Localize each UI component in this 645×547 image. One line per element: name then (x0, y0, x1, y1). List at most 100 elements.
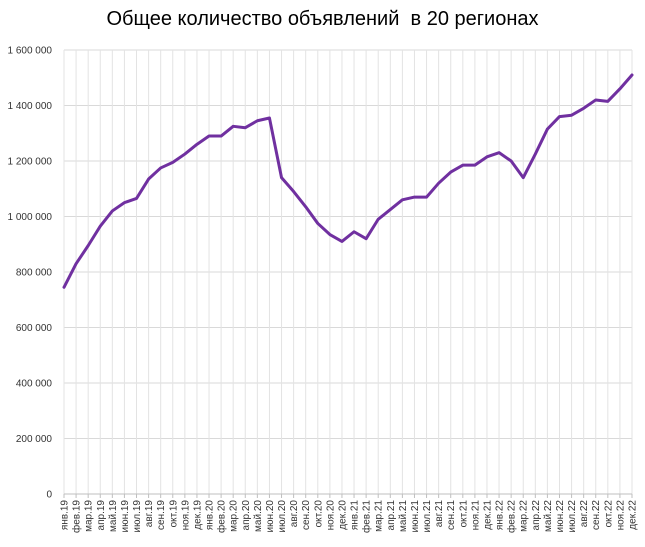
data-point (534, 152, 537, 156)
x-tick-label: апр.19 (96, 500, 107, 531)
data-point (485, 155, 489, 159)
x-tick-label: июн.21 (410, 500, 421, 533)
data-point (86, 244, 90, 247)
x-tick-label: июл.19 (132, 500, 143, 533)
x-tick-label: сен.19 (156, 500, 167, 530)
x-tick-label: май.20 (253, 500, 264, 532)
grid-lines (63, 49, 633, 494)
y-tick-label: 600 000 (16, 323, 53, 334)
data-point (99, 225, 102, 228)
x-tick-label: мар.21 (374, 500, 385, 532)
x-tick-label: ноя.20 (325, 500, 336, 531)
x-tick-label: ноя.21 (470, 500, 481, 531)
axes (63, 493, 633, 498)
x-tick-label: сен.21 (446, 500, 457, 530)
data-point (340, 240, 344, 243)
x-tick-label: фев.22 (506, 500, 518, 533)
data-point (630, 73, 634, 77)
data-point (509, 159, 513, 163)
y-tick-label: 1 600 000 (8, 46, 53, 57)
x-tick-label: янв.21 (350, 500, 361, 531)
x-tick-label: сен.22 (591, 500, 602, 530)
x-tick-label: июл.22 (567, 500, 578, 533)
data-point (364, 237, 368, 240)
data-point (183, 152, 187, 156)
y-tick-label: 1 200 000 (8, 157, 53, 168)
data-point (437, 182, 440, 185)
series-layer (62, 73, 634, 289)
data-point (546, 127, 549, 131)
x-tick-label: апр.21 (386, 500, 397, 531)
data-point (328, 233, 332, 236)
data-point (389, 208, 392, 211)
data-point (280, 176, 283, 179)
data-point (425, 195, 428, 199)
y-tick-label: 1 400 000 (8, 101, 53, 112)
x-tick-label: май.21 (398, 500, 409, 532)
x-tick-label: янв.22 (495, 500, 506, 531)
x-tick-label: дек.22 (628, 500, 639, 530)
x-tick-label: апр.22 (531, 500, 542, 531)
data-point (377, 218, 380, 221)
x-tick-label: янв.19 (60, 500, 71, 531)
series-line (62, 73, 634, 289)
data-point (606, 100, 610, 103)
x-tick-label: авг.20 (289, 500, 300, 528)
x-tick-label: июл.20 (277, 500, 288, 533)
x-tick-label: дек.21 (482, 500, 493, 530)
data-point (413, 195, 416, 199)
x-tick-label: май.19 (108, 500, 119, 532)
x-tick-label: мар.19 (84, 500, 95, 532)
x-tick-label: апр.20 (241, 500, 252, 531)
y-axis-ticks: 0 200 000 400 000 600 000 800 000 1 000 000 1 … (8, 46, 53, 501)
data-point (522, 176, 525, 179)
x-tick-label: июл.21 (422, 500, 433, 533)
x-tick-label: окт.20 (313, 500, 324, 528)
data-point (473, 163, 477, 167)
data-point (304, 205, 307, 208)
data-point (594, 98, 597, 102)
x-tick-label: сен.20 (301, 500, 312, 530)
data-point (618, 87, 622, 91)
data-point (111, 209, 114, 213)
x-tick-label: ноя.22 (615, 500, 626, 531)
x-tick-label: мар.20 (229, 500, 240, 532)
data-point (159, 166, 162, 170)
data-point (316, 222, 319, 225)
y-tick-label: 400 000 (16, 379, 53, 390)
y-tick-label: 800 000 (16, 268, 53, 279)
x-tick-label: дек.19 (192, 500, 203, 530)
data-point (401, 198, 404, 202)
data-point (231, 125, 235, 128)
x-tick-label: окт.19 (168, 500, 179, 528)
data-point (582, 107, 585, 110)
data-point (207, 134, 211, 138)
data-point (147, 177, 150, 181)
x-tick-label: июн.22 (555, 500, 566, 533)
data-point (171, 161, 174, 164)
data-point (461, 163, 465, 167)
x-tick-label: окт.22 (603, 500, 614, 528)
x-tick-label: окт.21 (458, 500, 469, 528)
x-tick-label: авг.19 (144, 500, 155, 528)
chart-title: Общее количество объявлений в 20 региона… (106, 8, 539, 30)
data-point (256, 119, 259, 122)
data-point (219, 134, 223, 138)
data-point (244, 126, 247, 129)
data-point (62, 286, 66, 289)
x-tick-label: июн.19 (120, 500, 131, 533)
x-tick-label: ноя.19 (180, 500, 191, 531)
data-point (74, 262, 78, 265)
x-tick-label: мар.22 (519, 500, 530, 532)
data-point (449, 170, 452, 174)
x-tick-label: янв.20 (205, 500, 216, 531)
y-tick-label: 0 (46, 490, 52, 501)
data-point (292, 190, 295, 193)
data-point (352, 230, 356, 233)
x-tick-label: июн.20 (265, 500, 276, 533)
x-tick-label: май.22 (543, 500, 554, 532)
data-point (135, 197, 138, 200)
x-tick-label: фев.19 (71, 500, 83, 533)
data-point (123, 201, 126, 204)
